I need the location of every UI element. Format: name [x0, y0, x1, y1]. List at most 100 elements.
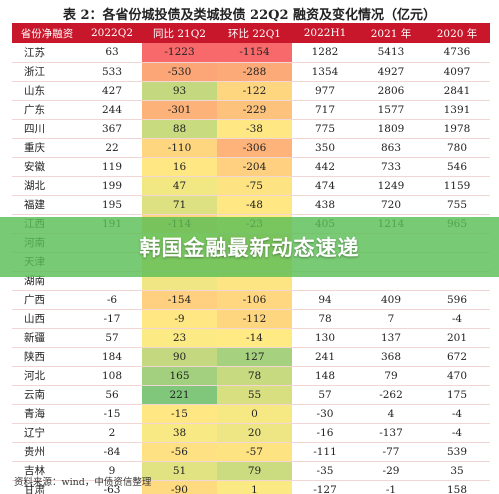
cell-yoy-21q2: 51 — [142, 461, 217, 481]
cell-h1-2022: 94 — [292, 290, 358, 310]
table-row: 云南 56 221 55 57 -262 175 — [12, 385, 490, 405]
cell-y2021: 1577 — [358, 100, 424, 120]
cell-y2020: -4 — [424, 404, 490, 424]
cell-q2-2022: -17 — [82, 309, 142, 329]
cell-qoq-22q1: -1154 — [217, 43, 292, 63]
cell-yoy-21q2: -56 — [142, 442, 217, 462]
cell-y2021: 137 — [358, 328, 424, 348]
cell-yoy-21q2: 38 — [142, 423, 217, 443]
cell-yoy-21q2: 71 — [142, 195, 217, 215]
cell-qoq-22q1: 79 — [217, 461, 292, 481]
cell-q2-2022: 195 — [82, 195, 142, 215]
cell-qoq-22q1: 0 — [217, 404, 292, 424]
cell-yoy-21q2: -110 — [142, 138, 217, 158]
cell-h1-2022: -16 — [292, 423, 358, 443]
table-row: 新疆 57 23 -14 130 137 201 — [12, 328, 490, 348]
cell-qoq-22q1: 78 — [217, 366, 292, 386]
cell-h1-2022: 1282 — [292, 43, 358, 63]
cell-y2021: 1809 — [358, 119, 424, 139]
cell-y2021: 4 — [358, 404, 424, 424]
cell-y2021: 1249 — [358, 176, 424, 196]
cell-y2020: 4097 — [424, 62, 490, 82]
header-province: 省份净融资 — [12, 23, 82, 43]
cell-yoy-21q2: 165 — [142, 366, 217, 386]
cell-province: 安徽 — [12, 157, 82, 177]
cell-y2020: 596 — [424, 290, 490, 310]
title-banner: 韩国金融最新动态速递 — [0, 217, 499, 277]
table-row: 四川 367 88 -38 775 1809 1978 — [12, 119, 490, 139]
cell-h1-2022: 775 — [292, 119, 358, 139]
cell-y2020: 175 — [424, 385, 490, 405]
cell-y2021: 733 — [358, 157, 424, 177]
cell-y2021: 368 — [358, 347, 424, 367]
cell-province: 辽宁 — [12, 423, 82, 443]
cell-q2-2022: 22 — [82, 138, 142, 158]
cell-qoq-22q1: -57 — [217, 442, 292, 462]
cell-yoy-21q2: -154 — [142, 290, 217, 310]
cell-qoq-22q1: 1 — [217, 480, 292, 494]
table-row: 福建 195 71 -48 438 720 755 — [12, 195, 490, 215]
cell-h1-2022: 1354 — [292, 62, 358, 82]
cell-qoq-22q1: -306 — [217, 138, 292, 158]
cell-y2021: -77 — [358, 442, 424, 462]
cell-y2020: 672 — [424, 347, 490, 367]
cell-h1-2022: 78 — [292, 309, 358, 329]
table-row: 江苏 63 -1223 -1154 1282 5413 4736 — [12, 43, 490, 63]
cell-y2020: -4 — [424, 423, 490, 443]
cell-yoy-21q2: 16 — [142, 157, 217, 177]
cell-q2-2022: 57 — [82, 328, 142, 348]
cell-q2-2022: -15 — [82, 404, 142, 424]
table-row: 吉林 9 51 79 -35 -29 35 — [12, 461, 490, 481]
cell-q2-2022: 56 — [82, 385, 142, 405]
cell-y2020: 539 — [424, 442, 490, 462]
cell-y2021: -29 — [358, 461, 424, 481]
cell-qoq-22q1: -112 — [217, 309, 292, 329]
cell-province: 陕西 — [12, 347, 82, 367]
cell-qoq-22q1: -106 — [217, 290, 292, 310]
cell-province: 四川 — [12, 119, 82, 139]
header-2021: 2021 年 — [358, 23, 424, 43]
cell-h1-2022: 717 — [292, 100, 358, 120]
cell-qoq-22q1: -75 — [217, 176, 292, 196]
cell-yoy-21q2: 47 — [142, 176, 217, 196]
cell-q2-2022: 199 — [82, 176, 142, 196]
cell-province: 新疆 — [12, 328, 82, 348]
cell-qoq-22q1: -14 — [217, 328, 292, 348]
header-qoq-22q1: 环比 22Q1 — [217, 23, 292, 43]
cell-h1-2022: -127 — [292, 480, 358, 494]
table-row: 广西 -6 -154 -106 94 409 596 — [12, 290, 490, 310]
cell-y2020: 201 — [424, 328, 490, 348]
cell-province: 重庆 — [12, 138, 82, 158]
cell-y2021: 79 — [358, 366, 424, 386]
cell-yoy-21q2: -301 — [142, 100, 217, 120]
cell-province: 广西 — [12, 290, 82, 310]
cell-province: 福建 — [12, 195, 82, 215]
cell-y2021: 2806 — [358, 81, 424, 101]
cell-h1-2022: 57 — [292, 385, 358, 405]
cell-qoq-22q1: -288 — [217, 62, 292, 82]
cell-y2021: -1 — [358, 480, 424, 494]
cell-q2-2022: 244 — [82, 100, 142, 120]
cell-q2-2022: 367 — [82, 119, 142, 139]
cell-y2020: 1159 — [424, 176, 490, 196]
cell-q2-2022: 108 — [82, 366, 142, 386]
financing-table: 省份净融资 2022Q2 同比 21Q2 环比 22Q1 2022H1 2021… — [12, 23, 490, 494]
cell-qoq-22q1: -38 — [217, 119, 292, 139]
cell-h1-2022: 438 — [292, 195, 358, 215]
cell-province: 甘肃 — [12, 480, 82, 494]
cell-yoy-21q2: -1223 — [142, 43, 217, 63]
cell-y2021: 7 — [358, 309, 424, 329]
cell-yoy-21q2: -90 — [142, 480, 217, 494]
cell-y2021: 4927 — [358, 62, 424, 82]
cell-province: 贵州 — [12, 442, 82, 462]
cell-h1-2022: 442 — [292, 157, 358, 177]
cell-y2020: 470 — [424, 366, 490, 386]
table-row: 贵州 -84 -56 -57 -111 -77 539 — [12, 442, 490, 462]
cell-y2020: 4736 — [424, 43, 490, 63]
cell-y2021: -137 — [358, 423, 424, 443]
cell-h1-2022: 130 — [292, 328, 358, 348]
cell-q2-2022: 533 — [82, 62, 142, 82]
source-note: 资料来源：wind，中债资信整理 — [14, 477, 152, 488]
cell-y2021: 409 — [358, 290, 424, 310]
table-title: 表 2：各省份城投债及类城投债 22Q2 融资及变化情况（亿元） — [62, 8, 437, 23]
